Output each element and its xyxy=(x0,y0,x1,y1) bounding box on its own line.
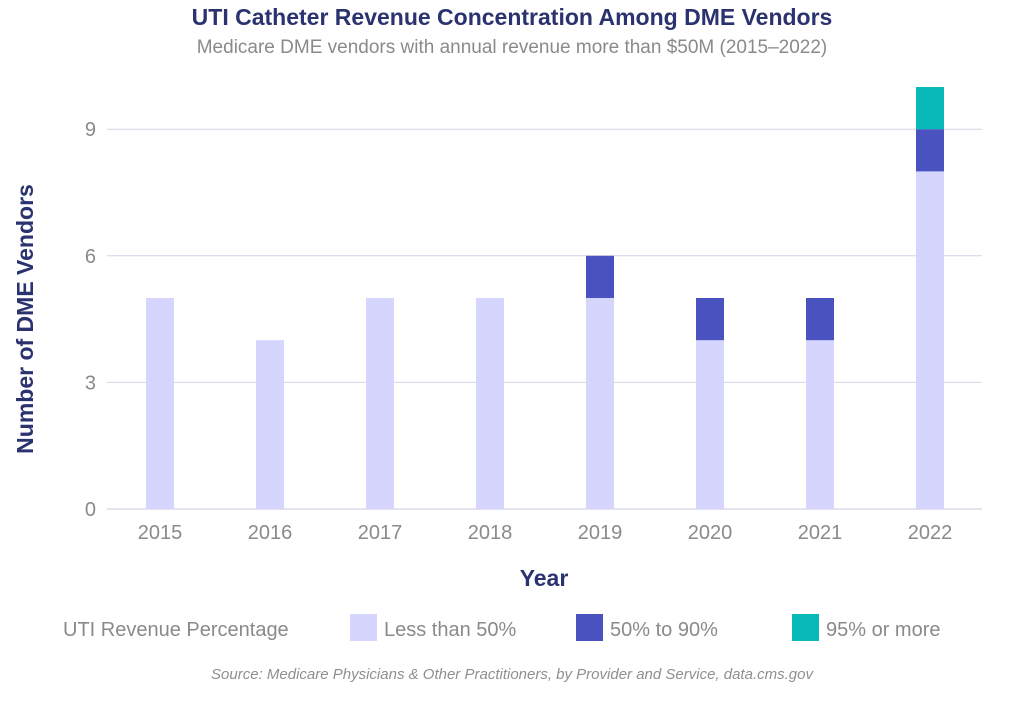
bar-2015-less-than-50- xyxy=(146,298,174,509)
bar-2016-less-than-50- xyxy=(256,340,284,509)
x-tick-label: 2021 xyxy=(798,522,843,544)
legend-title: UTI Revenue Percentage xyxy=(63,619,289,641)
x-tick-label: 2015 xyxy=(138,522,183,544)
legend-swatch xyxy=(576,614,603,641)
bar-2018-less-than-50- xyxy=(476,298,504,509)
legend: UTI Revenue Percentage Less than 50% 50% t… xyxy=(63,614,941,641)
x-tick-label: 2020 xyxy=(688,522,733,544)
source-note: Source: Medicare Physicians & Other Prac… xyxy=(211,666,813,683)
gridlines xyxy=(107,128,982,510)
y-tick-labels: 0 3 6 9 xyxy=(85,119,96,521)
bar-2021-50-to-90- xyxy=(806,298,834,341)
bar-2022-less-than-50- xyxy=(916,171,944,509)
bar-2022-50-to-90- xyxy=(916,129,944,172)
bar-2017-less-than-50- xyxy=(366,298,394,509)
y-tick-label: 6 xyxy=(85,246,96,268)
x-tick-label: 2022 xyxy=(908,522,953,544)
bar-2022-95-or-more xyxy=(916,87,944,130)
bar-2019-50-to-90- xyxy=(586,255,614,298)
chart-title: UTI Catheter Revenue Concentration Among… xyxy=(191,4,833,30)
bars xyxy=(146,87,944,509)
x-tick-label: 2019 xyxy=(578,522,623,544)
y-axis-label: Number of DME Vendors xyxy=(12,184,38,454)
chart-subtitle: Medicare DME vendors with annual revenue… xyxy=(196,37,828,58)
legend-swatch xyxy=(350,614,377,641)
bar-2020-50-to-90- xyxy=(696,298,724,341)
bar-2021-less-than-50- xyxy=(806,340,834,509)
legend-label: 95% or more xyxy=(826,619,941,641)
y-tick-label: 9 xyxy=(85,119,96,141)
legend-swatch xyxy=(792,614,819,641)
x-axis-label: Year xyxy=(520,565,569,591)
legend-label: Less than 50% xyxy=(384,619,517,641)
x-tick-labels: 2015 2016 2017 2018 2019 2020 2021 2022 xyxy=(138,522,953,544)
bar-2019-less-than-50- xyxy=(586,298,614,509)
y-tick-label: 0 xyxy=(85,499,96,521)
x-tick-label: 2016 xyxy=(248,522,293,544)
x-tick-label: 2018 xyxy=(468,522,513,544)
y-tick-label: 3 xyxy=(85,372,96,394)
legend-label: 50% to 90% xyxy=(610,619,718,641)
x-tick-label: 2017 xyxy=(358,522,403,544)
bar-2020-less-than-50- xyxy=(696,340,724,509)
